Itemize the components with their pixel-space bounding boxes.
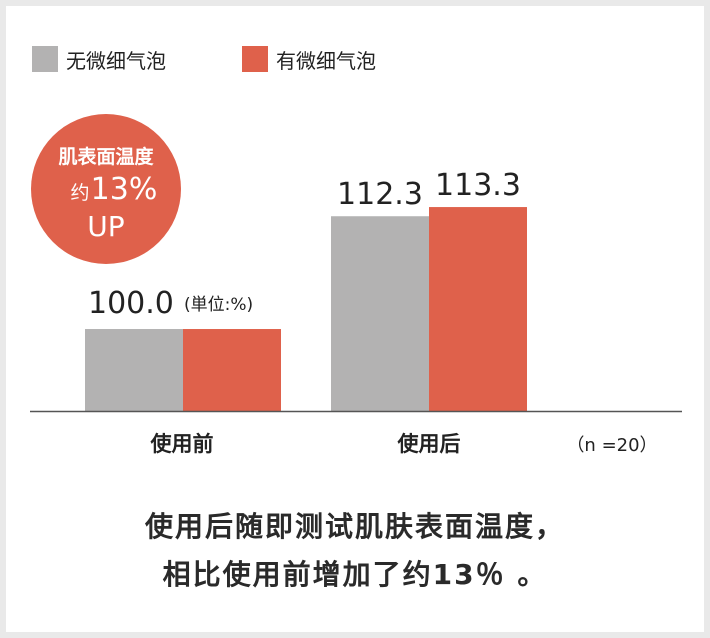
value-label-after-with-bubbles: 113.3 bbox=[435, 168, 521, 203]
badge-circle bbox=[31, 114, 181, 264]
caption-line-2: 相比使用前增加了约13％ 。 bbox=[162, 558, 548, 591]
category-label-before: 使用前 bbox=[150, 432, 214, 456]
bars-group bbox=[85, 207, 527, 411]
legend-swatch-with-bubbles bbox=[242, 46, 268, 72]
bar-after-with-bubbles bbox=[429, 207, 527, 411]
value-label-after-no-bubbles: 112.3 bbox=[337, 177, 423, 212]
baseline-value-label: 100.0 bbox=[88, 286, 174, 321]
legend-swatch-no-bubbles bbox=[32, 46, 58, 72]
increase-badge: 肌表面温度 约 13% UP bbox=[31, 114, 181, 264]
badge-percentage: 13% bbox=[91, 172, 158, 207]
legend: 无微细气泡 有微细气泡 bbox=[32, 46, 376, 73]
category-label-after: 使用后 bbox=[397, 432, 461, 456]
caption-line-1: 使用后随即测试肌肤表面温度， bbox=[144, 510, 565, 543]
bar-after-no-bubbles bbox=[331, 216, 429, 411]
bar-before-no-bubbles bbox=[85, 329, 183, 411]
value-labels-group: 112.3 113.3 bbox=[337, 168, 521, 212]
sample-size-note: （n =20） bbox=[566, 435, 657, 456]
badge-up: UP bbox=[87, 210, 124, 243]
badge-title: 肌表面温度 bbox=[58, 145, 154, 168]
badge-approx: 约 bbox=[70, 182, 89, 204]
legend-label-no-bubbles: 无微细气泡 bbox=[66, 49, 166, 73]
unit-label: (単位:%) bbox=[184, 295, 253, 315]
bar-before-with-bubbles bbox=[183, 329, 281, 411]
legend-label-with-bubbles: 有微细气泡 bbox=[276, 49, 376, 73]
